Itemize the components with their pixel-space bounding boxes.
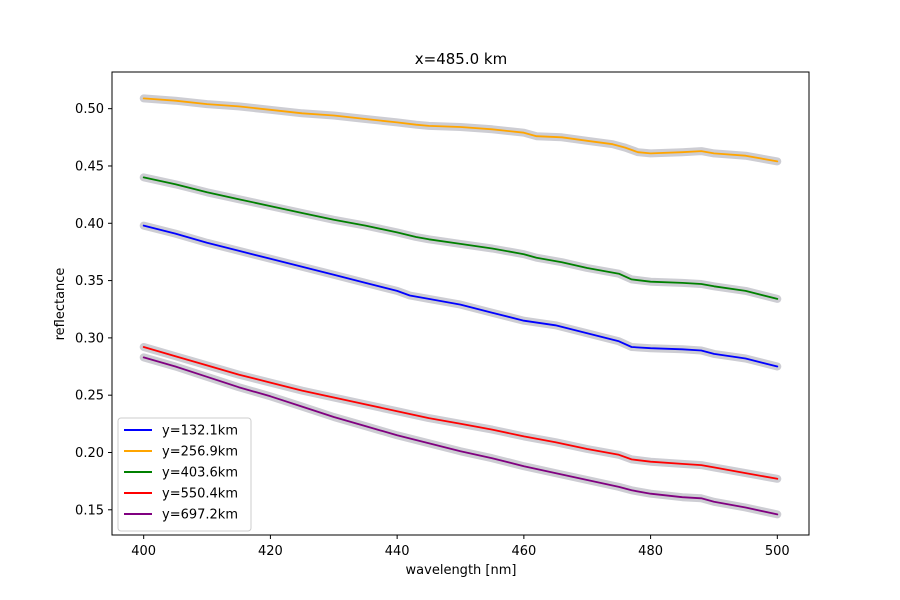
x-axis-label: wavelength [nm] xyxy=(406,563,517,578)
y-axis-ticks: 0.15 0.20 0.25 0.30 0.35 0.40 0.45 0.50 xyxy=(75,102,112,518)
series-line-y-550-4km xyxy=(142,346,779,480)
series-line-y-132-1km xyxy=(142,224,779,368)
x-tick-label: 460 xyxy=(511,544,536,559)
legend: y=132.1km y=256.9km y=403.6km y=550.4km y=69… xyxy=(117,417,252,532)
y-tick-label: 0.15 xyxy=(75,503,104,518)
legend-label-y-132-1km: y=132.1km xyxy=(162,424,238,439)
y-tick-label: 0.35 xyxy=(75,274,104,289)
x-tick-label: 420 xyxy=(258,544,283,559)
series-line-y-256-9km xyxy=(142,97,779,163)
chart-title: x=485.0 km xyxy=(415,50,507,68)
series-line-y-697-2km xyxy=(142,356,779,516)
legend-box xyxy=(117,417,252,532)
x-axis-ticks: 400 420 440 460 480 500 xyxy=(131,535,790,559)
series-line-y-403-6km xyxy=(142,176,779,300)
y-tick-label: 0.50 xyxy=(75,102,104,117)
y-axis-label: reflectance xyxy=(53,268,68,341)
y-tick-label: 0.30 xyxy=(75,331,104,346)
x-tick-label: 480 xyxy=(638,544,663,559)
legend-label-y-697-2km: y=697.2km xyxy=(162,508,238,523)
y-tick-label: 0.40 xyxy=(75,217,104,232)
x-tick-label: 400 xyxy=(131,544,156,559)
y-tick-label: 0.45 xyxy=(75,159,104,174)
y-tick-label: 0.20 xyxy=(75,446,104,461)
x-tick-label: 500 xyxy=(765,544,790,559)
legend-label-y-403-6km: y=403.6km xyxy=(162,466,238,481)
legend-label-y-256-9km: y=256.9km xyxy=(162,445,238,460)
y-tick-label: 0.25 xyxy=(75,389,104,404)
plot-frame xyxy=(111,71,810,536)
legend-label-y-550-4km: y=550.4km xyxy=(162,487,238,502)
x-tick-label: 440 xyxy=(385,544,410,559)
series-lines xyxy=(142,97,779,516)
